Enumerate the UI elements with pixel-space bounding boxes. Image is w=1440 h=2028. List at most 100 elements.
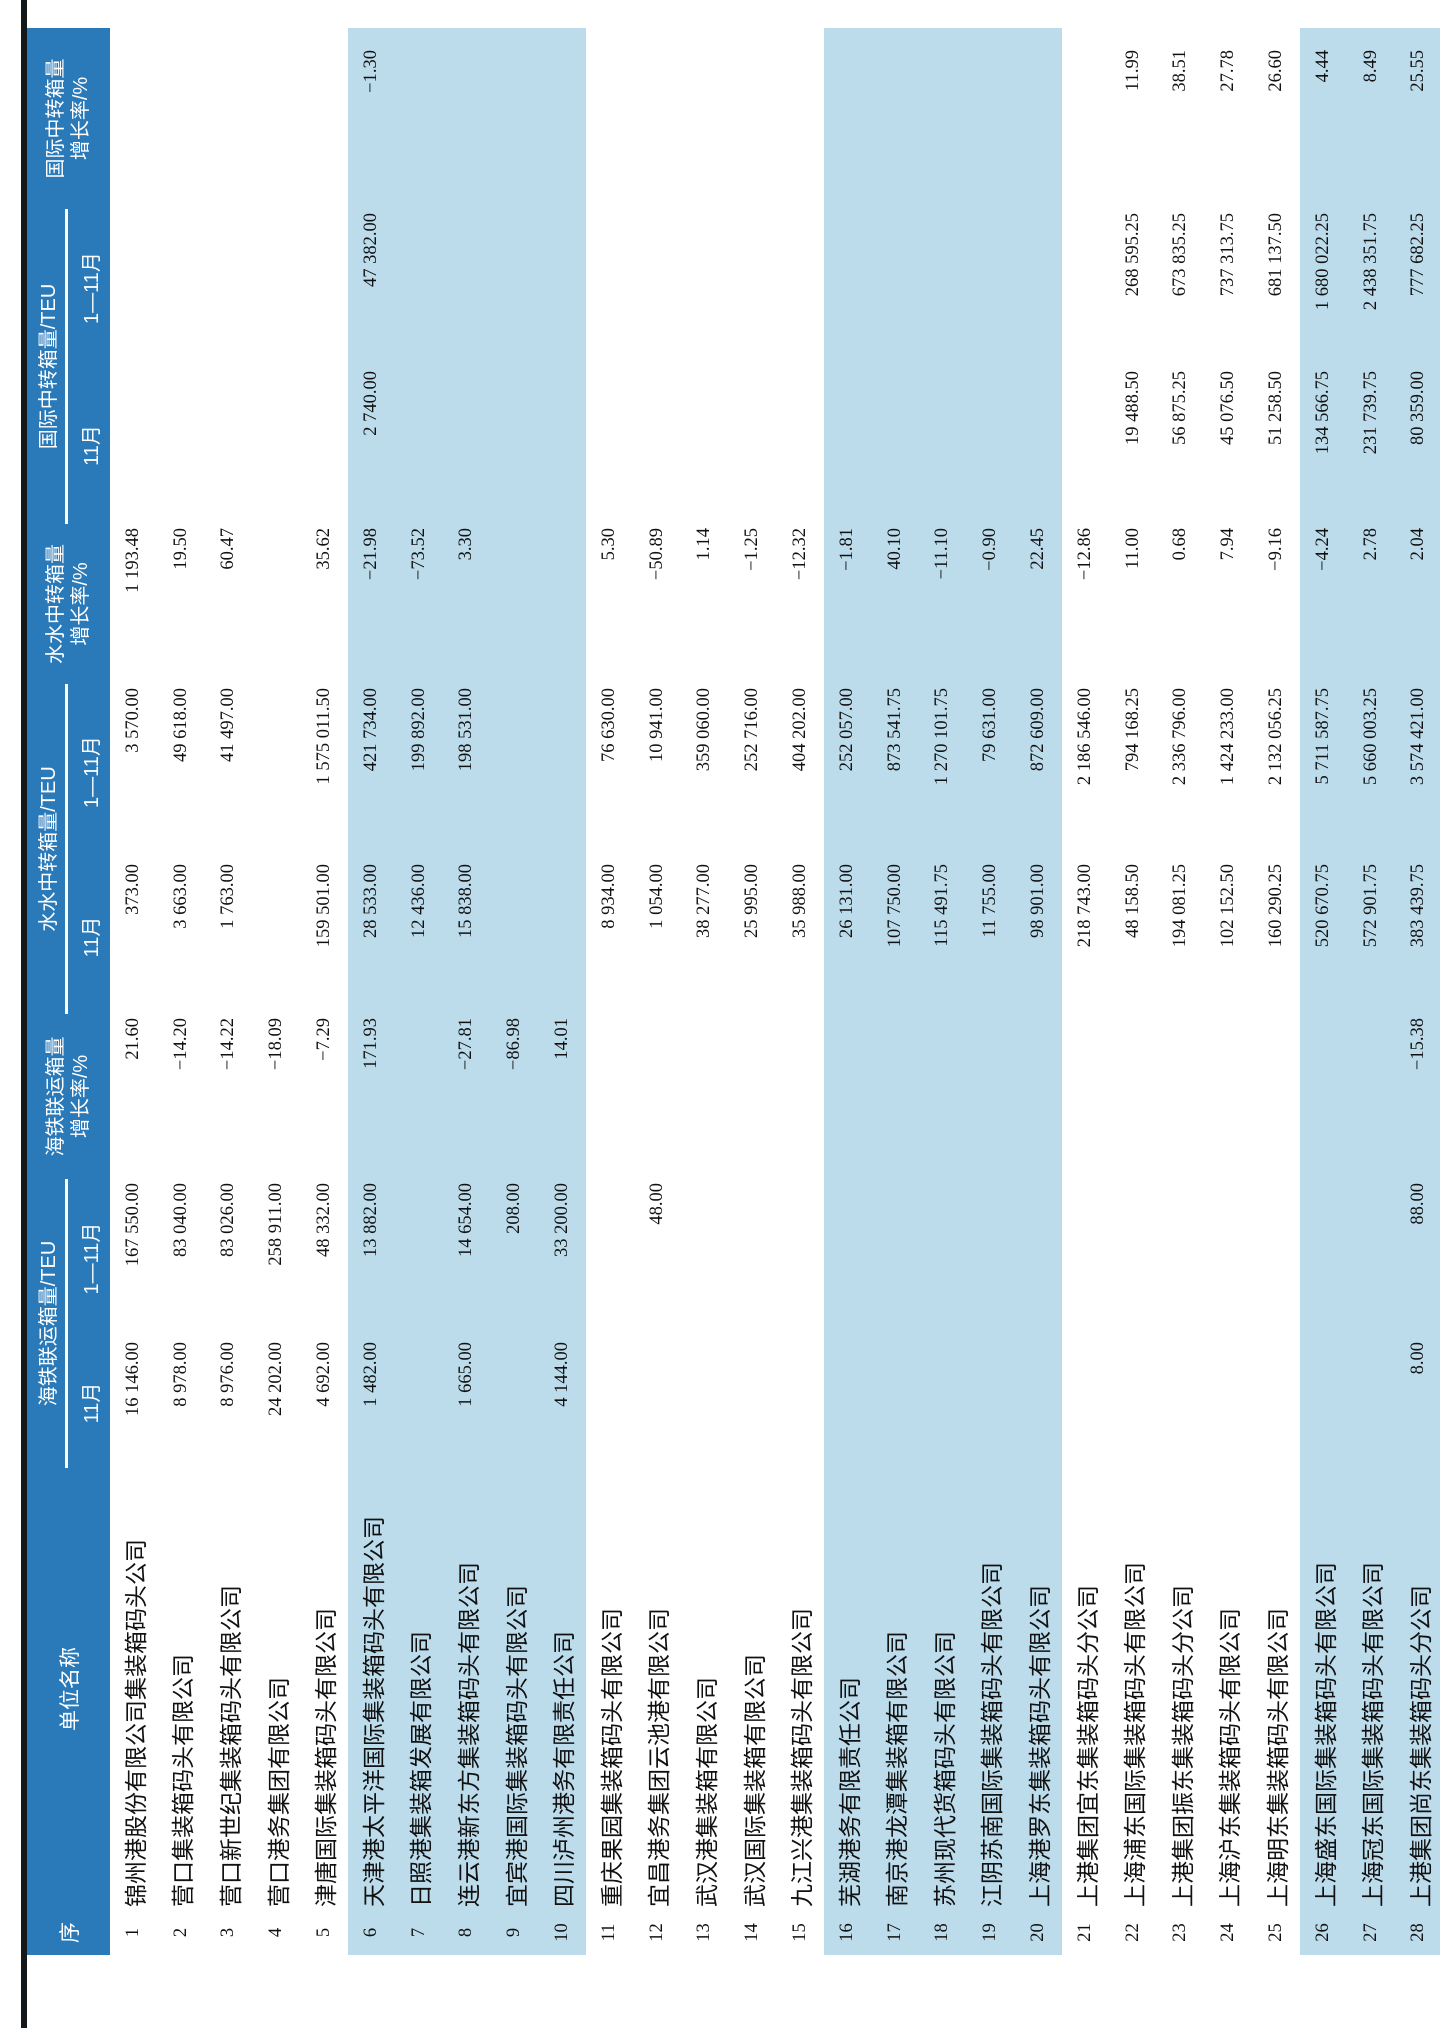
table-row: 17 南京港龙潭集装箱有限公司 107 750.00 873 541.75 40.10 (871, 28, 920, 1955)
cell-water-ytd: 2 132 056.25 (1265, 688, 1286, 786)
cell-water-growth: −4.24 (1299, 524, 1348, 684)
cell-rail-growth (1062, 1014, 1110, 1179)
header-rail-growth-line1: 海铁联运箱量 (44, 1036, 67, 1157)
cell-water-ytd: 421 734.00 (347, 684, 396, 860)
cell-rail-nov: 1 482.00 (347, 1338, 396, 1468)
cell-intl-nov (1062, 367, 1110, 524)
cell-water-nov: 218 743.00 (1075, 864, 1096, 948)
cell-unit-name: 上海明东集装箱码头有限公司 (1266, 1608, 1292, 1907)
table-row: 14 武汉国际集装箱有限公司 25 995.00 252 716.00 −1.25 (729, 28, 777, 1955)
header-rail-growth: 海铁联运箱量 增长率/% (27, 1014, 110, 1179)
cell-unit-name: 武汉港集装箱有限公司 (694, 1677, 720, 1907)
cell-water-growth: −12.86 (1075, 528, 1096, 581)
cell-intl-ytd (443, 209, 491, 367)
cell-intl-growth (729, 28, 777, 209)
cell-water-nov: 25 995.00 (742, 864, 763, 938)
cell-unit-name: 芜湖港务有限责任公司 (823, 1468, 872, 1910)
cell-intl-nov: 19 488.50 (1122, 371, 1143, 445)
table-row: 12 宜昌港务集团云池港有限公司 48.00 1 054.00 10 941.00 −50… (634, 28, 682, 1955)
header-water-growth-line2: 增长率/% (69, 562, 92, 646)
cell-rail-nov (1252, 1338, 1300, 1468)
cell-rail-ytd: 83 026.00 (218, 1183, 239, 1257)
cell-unit-name: 上港集团宜东集装箱码头分公司 (1075, 1585, 1101, 1907)
cell-rail-ytd (1014, 1179, 1062, 1338)
cell-unit-name: 上海沪东集装箱码头有限公司 (1218, 1608, 1244, 1907)
cell-index: 19 (966, 1910, 1015, 1955)
cell-intl-growth (586, 28, 634, 209)
table-row: 23 上港集团振东集装箱码头分公司 194 081.25 2 336 796.00 0.… (1157, 28, 1205, 1955)
header-intl-growth-line1: 国际中转箱量 (44, 58, 67, 179)
cell-water-ytd: 2 186 546.00 (1075, 688, 1096, 786)
cell-intl-nov: 80 359.00 (1395, 367, 1440, 524)
cell-rail-ytd: 13 882.00 (347, 1179, 396, 1338)
cell-unit-name: 营口港务集团有限公司 (266, 1677, 292, 1907)
cell-intl-nov: 134 566.75 (1299, 367, 1348, 524)
table-row: 3 营口新世纪集装箱码头有限公司 8 976.00 83 026.00 −14.22 1 … (205, 28, 253, 1955)
cell-intl-nov: 2 740.00 (347, 367, 396, 524)
cell-intl-growth: 8.49 (1347, 28, 1396, 209)
table-row: 22 上海浦东国际集装箱码头有限公司 48 158.50 794 168.25 11.0… (1109, 28, 1157, 1955)
cell-unit-name: 上海盛东国际集装箱码头有限公司 (1299, 1468, 1348, 1910)
cell-water-nov: 1 054.00 (646, 864, 667, 929)
cell-rail-growth (1347, 1014, 1396, 1179)
cell-rail-nov: 24 202.00 (266, 1342, 287, 1416)
cell-intl-growth (871, 28, 920, 209)
cell-water-nov: 373.00 (123, 864, 144, 915)
cell-intl-growth (205, 28, 253, 209)
cell-rail-growth (1014, 1014, 1062, 1179)
cell-intl-growth (823, 28, 872, 209)
cell-water-ytd: 2 336 796.00 (1170, 688, 1191, 786)
cell-intl-ytd (490, 209, 539, 367)
cell-intl-nov (823, 367, 872, 524)
cell-water-ytd: 1 424 233.00 (1217, 688, 1238, 786)
table-row: 5 津唐国际集装箱码头有限公司 4 692.00 48 332.00 −7.29 159 … (300, 28, 348, 1955)
header-intl-ytd: 1—11月 (66, 209, 110, 367)
cell-water-ytd: 199 892.00 (395, 684, 444, 860)
cell-intl-growth (919, 28, 967, 209)
cell-water-ytd: 873 541.75 (871, 684, 920, 860)
cell-water-growth: 1 193.48 (123, 528, 144, 593)
cell-intl-growth: 38.51 (1170, 50, 1191, 92)
table-row: 15 九江兴港集装箱码头有限公司 35 988.00 404 202.00 −12.32 (776, 28, 824, 1955)
header-rail-growth-line2: 增长率/% (69, 1054, 92, 1139)
cell-rail-nov (966, 1338, 1015, 1468)
cell-intl-nov (443, 367, 491, 524)
cell-water-nov: 12 436.00 (395, 860, 444, 1014)
cell-index: 28 (1395, 1910, 1440, 1955)
cell-rail-growth: 21.60 (123, 1018, 144, 1060)
cell-rail-ytd (586, 1179, 634, 1338)
cell-rail-ytd (395, 1179, 444, 1338)
cell-index: 21 (1075, 1923, 1096, 1942)
header-rail-ytd: 1—11月 (66, 1179, 110, 1338)
cell-index: 25 (1265, 1923, 1286, 1942)
cell-intl-nov (538, 367, 586, 524)
cell-rail-growth (776, 1014, 824, 1179)
cell-rail-growth (634, 1014, 682, 1179)
cell-intl-growth (253, 28, 301, 209)
cell-water-growth: 7.94 (1217, 528, 1238, 561)
cell-rail-growth: −7.29 (313, 1018, 334, 1061)
cell-water-growth: −1.25 (742, 528, 763, 571)
cell-unit-name: 上海浦东国际集装箱码头有限公司 (1123, 1562, 1149, 1907)
header-group-water: 水水中转箱量/TEU (27, 684, 67, 1014)
cell-rail-growth: −18.09 (266, 1018, 287, 1071)
cell-water-growth: 40.10 (871, 524, 920, 684)
table-row: 10 四川泸州港务有限责任公司 4 144.00 33 200.00 14.01 (538, 28, 586, 1955)
cell-unit-name: 上海冠东国际集装箱码头有限公司 (1347, 1468, 1396, 1910)
cell-water-growth: 3.30 (443, 524, 491, 684)
cell-water-growth: 60.47 (218, 528, 239, 570)
header-water-growth-line1: 水水中转箱量 (44, 544, 67, 664)
port-container-statistics-table: 序 单位名称 海铁联运箱量/TEU 海铁联运箱量 增长率/% 水水中转箱量/TE… (27, 28, 1440, 1955)
cell-water-nov: 520 670.75 (1299, 860, 1348, 1014)
cell-rail-ytd: 48 332.00 (313, 1183, 334, 1257)
cell-intl-ytd (919, 209, 967, 367)
cell-intl-ytd (776, 209, 824, 367)
header-water-growth: 水水中转箱量 增长率/% (27, 524, 110, 684)
header-group-intl: 国际中转箱量/TEU (27, 209, 67, 524)
cell-index: 27 (1347, 1910, 1396, 1955)
cell-rail-nov: 8 978.00 (170, 1342, 191, 1407)
cell-intl-ytd (253, 209, 301, 367)
cell-intl-nov (966, 367, 1015, 524)
cell-water-ytd: 41 497.00 (218, 688, 239, 762)
